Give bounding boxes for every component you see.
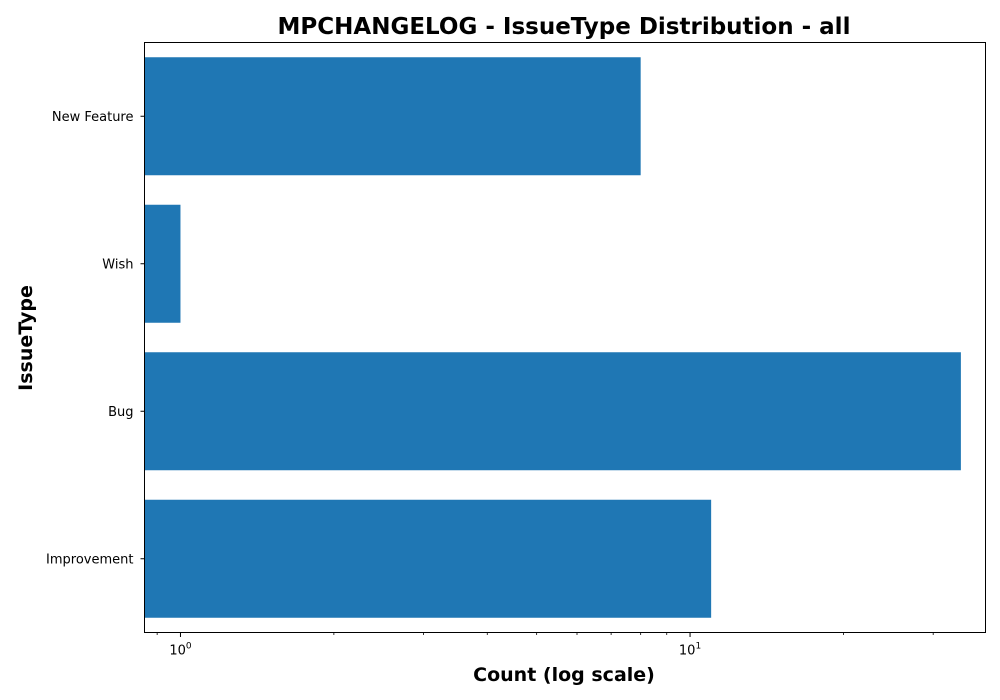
y-axis-ticks: New Feature Wish Bug Improvement [46, 110, 145, 567]
x-axis-ticks: 100 101 [156, 632, 934, 659]
y-tick-label: Improvement [46, 552, 133, 567]
y-axis-label: IssueType [15, 285, 37, 391]
y-tick-label: Wish [102, 257, 133, 272]
bar-wish [144, 204, 181, 323]
x-tick-label: 100 [169, 642, 192, 659]
plot-frame [144, 42, 986, 633]
x-tick-label: 101 [679, 642, 701, 659]
bar-bug [144, 352, 961, 471]
bar-new-feature [144, 57, 641, 176]
y-tick-label: Bug [108, 405, 133, 420]
bars-layer [144, 57, 961, 618]
x-axis-label: Count (log scale) [473, 664, 655, 686]
y-tick-label: New Feature [52, 110, 134, 125]
bar-improvement [144, 499, 712, 618]
chart-title: MPCHANGELOG - IssueType Distribution - a… [278, 14, 851, 40]
